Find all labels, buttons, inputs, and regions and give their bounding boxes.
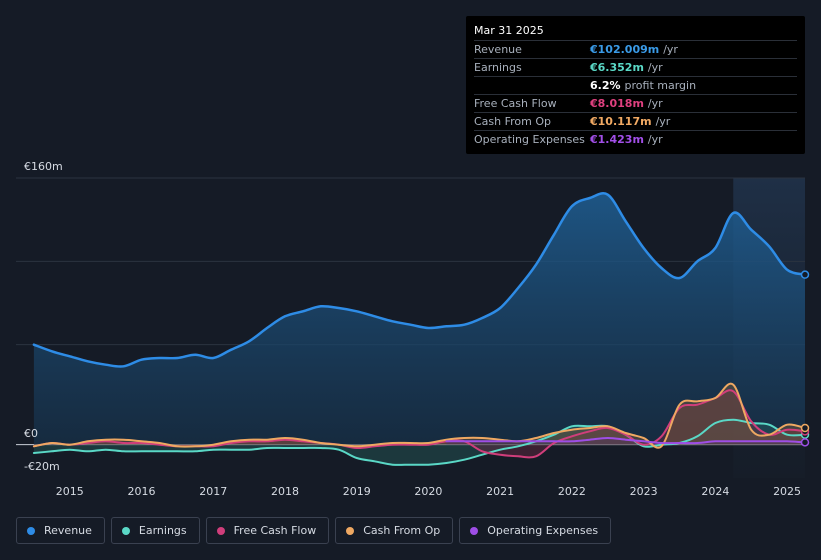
tooltip-row: Cash From Op €10.117m/yr — [474, 112, 797, 130]
operating-expenses-area — [446, 438, 805, 445]
x-tick-label: 2018 — [271, 485, 299, 498]
tooltip-unit: /yr — [647, 97, 663, 110]
legend-item-free-cash-flow[interactable]: Free Cash Flow — [205, 517, 330, 544]
x-tick-label: 2016 — [128, 485, 156, 498]
legend-item-revenue[interactable]: Revenue — [16, 517, 105, 544]
legend-dot-icon — [216, 526, 225, 535]
tooltip-value: €6.352m — [590, 61, 644, 74]
legend-dot-icon — [121, 526, 130, 535]
legend-label: Earnings — [138, 524, 187, 537]
operating-expenses-line — [445, 437, 806, 445]
y-tick-label: €0 — [24, 427, 38, 440]
cash-from-op-line — [32, 382, 806, 449]
cash-from-op-endpoint — [800, 423, 810, 433]
tooltip-value: €10.117m — [590, 115, 652, 128]
x-tick-label: 2020 — [414, 485, 442, 498]
y-axis: €160m €0 -€20m — [24, 160, 63, 473]
tooltip-value: €102.009m — [590, 43, 660, 56]
legend: Revenue Earnings Free Cash Flow Cash From O… — [16, 517, 612, 544]
tooltip-row: 6.2% profit margin — [474, 76, 797, 94]
x-tick-label: 2025 — [773, 485, 801, 498]
tooltip-unit: profit margin — [624, 79, 697, 92]
tooltip-unit: /yr — [655, 115, 671, 128]
tooltip-value: €8.018m — [590, 97, 644, 110]
tooltip-label: Revenue — [474, 43, 522, 56]
series-endpoints — [800, 270, 810, 447]
legend-item-earnings[interactable]: Earnings — [110, 517, 200, 544]
cash-from-op-area — [33, 383, 805, 448]
tooltip-label: Earnings — [474, 61, 522, 74]
free-cash-flow-line — [32, 389, 806, 459]
tooltip-rows: Revenue €102.009m/yr Earnings €6.352m/yr 6.2… — [474, 40, 797, 148]
tooltip-label: Free Cash Flow — [474, 97, 557, 110]
tooltip-row: Earnings €6.352m/yr — [474, 58, 797, 76]
x-axis: 2015 2016 2017 2018 2019 2020 2021 2022 2023 2024… — [56, 485, 801, 498]
y-tick-label: -€20m — [24, 460, 60, 473]
series-areas — [33, 193, 805, 465]
legend-label: Revenue — [44, 524, 92, 537]
x-tick-label: 2024 — [701, 485, 729, 498]
x-tick-label: 2023 — [630, 485, 658, 498]
legend-item-cash-from-op[interactable]: Cash From Op — [335, 517, 454, 544]
x-tick-label: 2021 — [486, 485, 514, 498]
legend-dot-icon — [470, 526, 479, 535]
tooltip-value: 6.2% — [590, 79, 621, 92]
x-tick-label: 2019 — [343, 485, 371, 498]
tooltip-row: Operating Expenses €1.423m/yr — [474, 130, 797, 148]
legend-dot-icon — [346, 526, 355, 535]
revenue-line — [32, 192, 807, 368]
tooltip: Mar 31 2025 Revenue €102.009m/yr Earnings €… — [466, 16, 805, 154]
tooltip-unit: /yr — [663, 43, 678, 56]
legend-item-operating-expenses[interactable]: Operating Expenses — [459, 517, 612, 544]
legend-label: Operating Expenses — [487, 524, 599, 537]
tooltip-row: Revenue €102.009m/yr — [474, 40, 797, 58]
operating-expenses-endpoint — [800, 438, 810, 447]
legend-dot-icon — [27, 526, 35, 535]
tooltip-date: Mar 31 2025 — [474, 24, 544, 37]
tooltip-unit: /yr — [647, 133, 663, 146]
x-tick-label: 2017 — [199, 485, 227, 498]
legend-label: Free Cash Flow — [233, 524, 317, 537]
earnings-area — [33, 419, 805, 465]
free-cash-flow-area — [33, 390, 805, 458]
y-tick-label: €160m — [24, 160, 63, 173]
x-tick-label: 2022 — [558, 485, 586, 498]
tooltip-value: €1.423m — [590, 133, 644, 146]
tooltip-label: Cash From Op — [474, 115, 552, 128]
revenue-area — [33, 193, 805, 445]
series-lines — [32, 192, 807, 466]
tooltip-label: Operating Expenses — [474, 133, 585, 146]
x-tick-label: 2015 — [56, 485, 84, 498]
legend-label: Cash From Op — [363, 524, 441, 537]
tooltip-unit: /yr — [647, 61, 663, 74]
tooltip-row: Free Cash Flow €8.018m/yr — [474, 94, 797, 112]
revenue-endpoint — [800, 270, 810, 279]
